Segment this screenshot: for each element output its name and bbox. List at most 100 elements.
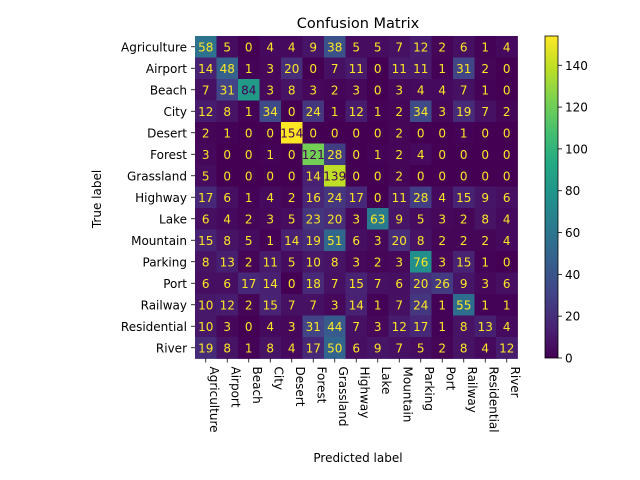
- cell-value: 17: [198, 191, 213, 205]
- cell-value: 2: [395, 126, 403, 140]
- heatmap-cell: [453, 272, 475, 295]
- heatmap-cell: [367, 165, 389, 187]
- cell-value: 6: [223, 191, 231, 205]
- cell-value: 1: [460, 126, 468, 140]
- heatmap-cell: [324, 122, 346, 144]
- cell-value: 7: [352, 320, 360, 334]
- cell-value: 0: [481, 169, 489, 183]
- cell-value: 1: [245, 191, 253, 205]
- heatmap-cell: [216, 315, 239, 338]
- cell-value: 3: [288, 320, 296, 334]
- cell-value: 1: [245, 62, 253, 76]
- heatmap-cell: [324, 79, 346, 101]
- cell-value: 17: [349, 191, 364, 205]
- heatmap-cell: [345, 79, 368, 101]
- cell-value: 12: [413, 40, 428, 54]
- heatmap-cell: [238, 186, 260, 209]
- cell-value: 15: [456, 255, 471, 269]
- cell-value: 8: [460, 341, 468, 355]
- cell-value: 15: [349, 277, 364, 291]
- y-tick-label: Beach: [150, 83, 187, 97]
- cell-value: 28: [327, 148, 342, 162]
- heatmap-cell: [345, 100, 368, 123]
- heatmap-cell: [388, 122, 411, 144]
- cell-value: 0: [288, 148, 296, 162]
- heatmap-cell: [195, 294, 217, 316]
- cell-value: 11: [349, 62, 364, 76]
- cell-value: 31: [220, 83, 235, 97]
- heatmap-cell: [388, 251, 411, 273]
- heatmap-cell: [238, 57, 260, 80]
- cell-value: 1: [223, 126, 231, 140]
- heatmap-cell: [345, 315, 368, 338]
- heatmap-cell: [410, 143, 432, 166]
- heatmap-cell: [431, 208, 454, 230]
- heatmap-cell: [410, 294, 432, 316]
- cell-value: 4: [266, 191, 274, 205]
- heatmap-cell: [474, 229, 497, 252]
- heatmap-cell: [410, 36, 432, 58]
- heatmap-cell: [453, 208, 475, 230]
- heatmap-cell: [410, 57, 432, 80]
- cell-value: 3: [374, 320, 382, 334]
- x-axis-ticks: Agriculture Airport Beach City Desert Forest G…: [205, 358, 522, 433]
- heatmap-cell: [496, 208, 518, 230]
- heatmap-cell: [474, 79, 497, 101]
- cell-value: 12: [198, 105, 213, 119]
- cell-value: 15: [198, 234, 213, 248]
- heatmap-cell: [367, 315, 389, 338]
- heatmap-cell: [388, 208, 411, 230]
- cell-value: 6: [352, 341, 360, 355]
- cell-value: 13: [478, 320, 493, 334]
- heatmap-cell: [324, 272, 346, 295]
- cell-value: 4: [288, 40, 296, 54]
- heatmap-cell: [281, 337, 303, 359]
- cell-value: 7: [460, 83, 468, 97]
- cell-value: 5: [288, 212, 296, 226]
- heatmap-cell: [367, 122, 389, 144]
- heatmap-cell: [474, 143, 497, 166]
- cell-value: 4: [503, 40, 511, 54]
- cell-value: 0: [503, 255, 511, 269]
- cell-value: 7: [202, 83, 210, 97]
- cell-value: 7: [309, 298, 317, 312]
- cell-value: 0: [266, 169, 274, 183]
- cell-value: 8: [202, 255, 210, 269]
- cell-value: 8: [223, 234, 231, 248]
- heatmap-cell: [238, 229, 260, 252]
- cell-value: 2: [438, 234, 446, 248]
- heatmap-cell: [281, 79, 303, 101]
- cell-value: 18: [306, 277, 321, 291]
- heatmap-cell: [453, 294, 475, 316]
- heatmap-cell: [195, 100, 217, 123]
- cell-value: 1: [245, 341, 253, 355]
- cell-value: 1: [481, 255, 489, 269]
- heatmap-cell: [238, 100, 260, 123]
- cell-value: 1: [481, 298, 489, 312]
- cell-value: 3: [352, 212, 360, 226]
- heatmap-cell: [431, 100, 454, 123]
- cell-value: 31: [456, 62, 471, 76]
- heatmap-cell: [474, 294, 497, 316]
- cell-value: 6: [352, 234, 360, 248]
- heatmap-cell: [238, 294, 260, 316]
- cell-value: 8: [481, 212, 489, 226]
- cell-value: 3: [438, 105, 446, 119]
- cell-value: 2: [438, 40, 446, 54]
- cell-value: 14: [284, 234, 299, 248]
- heatmap-cell: [431, 36, 454, 58]
- cell-value: 10: [198, 320, 213, 334]
- cell-value: 0: [352, 126, 360, 140]
- cell-value: 7: [395, 341, 403, 355]
- heatmap-cell: [195, 57, 217, 80]
- heatmap-cell: [259, 100, 282, 123]
- cell-value: 0: [309, 62, 317, 76]
- heatmap-cells: 58 5 0 4 4 9 38 5 5 7 12 2 6 1 414 48 1 3 20 0 7 11 0 11 11 1 31 2 0…: [195, 36, 518, 359]
- heatmap-cell: [453, 143, 475, 166]
- x-tick-label: Beach: [250, 367, 264, 404]
- heatmap-cell: [259, 337, 282, 359]
- heatmap-cell: [345, 208, 368, 230]
- cell-value: 1: [374, 148, 382, 162]
- heatmap-cell: [453, 315, 475, 338]
- heatmap-cell: [281, 315, 303, 338]
